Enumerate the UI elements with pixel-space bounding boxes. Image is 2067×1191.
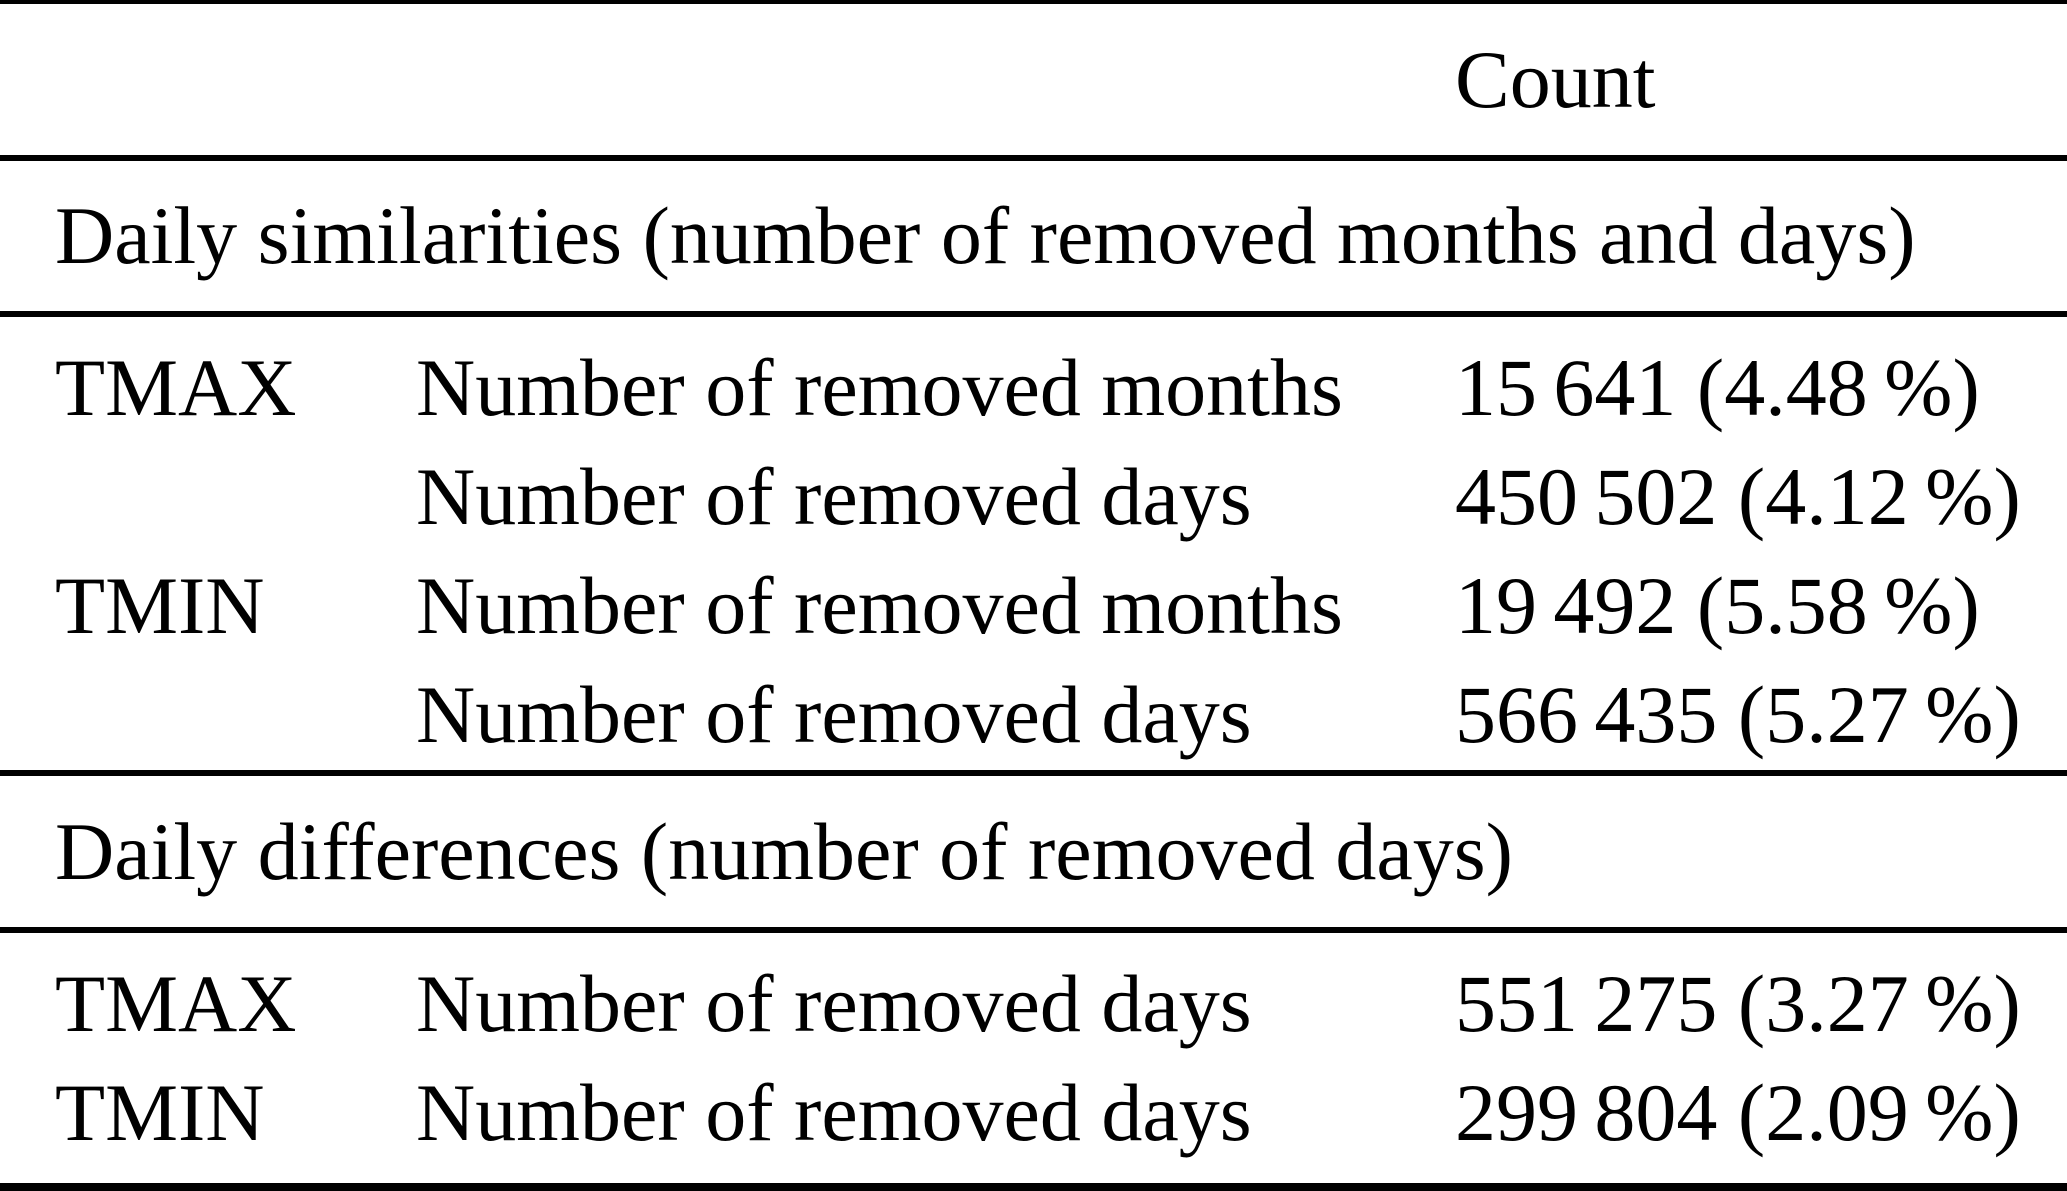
description-cell: Number of removed days <box>416 450 1252 542</box>
table-row: Number of removed days 450 502 (4.12 %) <box>0 442 2067 551</box>
variable-cell: TMAX <box>55 957 297 1049</box>
table-row: Number of removed days 566 435 (5.27 %) <box>0 660 2067 769</box>
table-row: TMAX Number of removed days 551 275 (3.2… <box>0 949 2067 1058</box>
description-cell: Number of removed months <box>416 341 1343 433</box>
description-cell: Number of removed days <box>416 668 1252 760</box>
section-title-daily-differences: Daily differences (number of removed day… <box>0 776 2067 927</box>
table-rule-below-similarities-rows <box>0 770 2067 776</box>
table-rule-top <box>0 0 2067 4</box>
table-column-header-row: Count <box>0 4 2067 155</box>
count-cell: 19 492 (5.58 %) <box>1455 559 1980 651</box>
count-cell: 299 804 (2.09 %) <box>1455 1066 2021 1158</box>
differences-rows: TMAX Number of removed days 551 275 (3.2… <box>0 933 2067 1183</box>
count-cell: 15 641 (4.48 %) <box>1455 341 1980 433</box>
count-cell: 566 435 (5.27 %) <box>1455 668 2021 760</box>
section-title-daily-similarities: Daily similarities (number of removed mo… <box>0 161 2067 311</box>
header-count-cell: Count <box>1455 33 1656 125</box>
variable-cell: TMIN <box>55 1066 265 1158</box>
header-variable-cell <box>55 39 416 121</box>
description-cell: Number of removed days <box>416 1066 1252 1158</box>
header-description-cell <box>416 39 1455 121</box>
section-title-text: Daily similarities (number of removed mo… <box>55 190 1916 281</box>
table-row: TMAX Number of removed months 15 641 (4.… <box>0 333 2067 442</box>
count-cell: 450 502 (4.12 %) <box>1455 450 2021 542</box>
description-cell: Number of removed days <box>416 957 1252 1049</box>
table-row: TMIN Number of removed days 299 804 (2.0… <box>0 1058 2067 1167</box>
similarities-rows: TMAX Number of removed months 15 641 (4.… <box>0 317 2067 770</box>
table-row: TMIN Number of removed months 19 492 (5.… <box>0 551 2067 660</box>
description-cell: Number of removed months <box>416 559 1343 651</box>
table-rule-below-differences-title <box>0 927 2067 933</box>
section-title-text: Daily differences (number of removed day… <box>55 805 1513 897</box>
variable-cell: TMIN <box>55 559 265 651</box>
table-rule-below-header <box>0 155 2067 161</box>
table-rule-below-similarities-title <box>0 311 2067 317</box>
table-rule-bottom <box>0 1183 2067 1191</box>
count-cell: 551 275 (3.27 %) <box>1455 957 2021 1049</box>
variable-cell: TMAX <box>55 341 297 433</box>
